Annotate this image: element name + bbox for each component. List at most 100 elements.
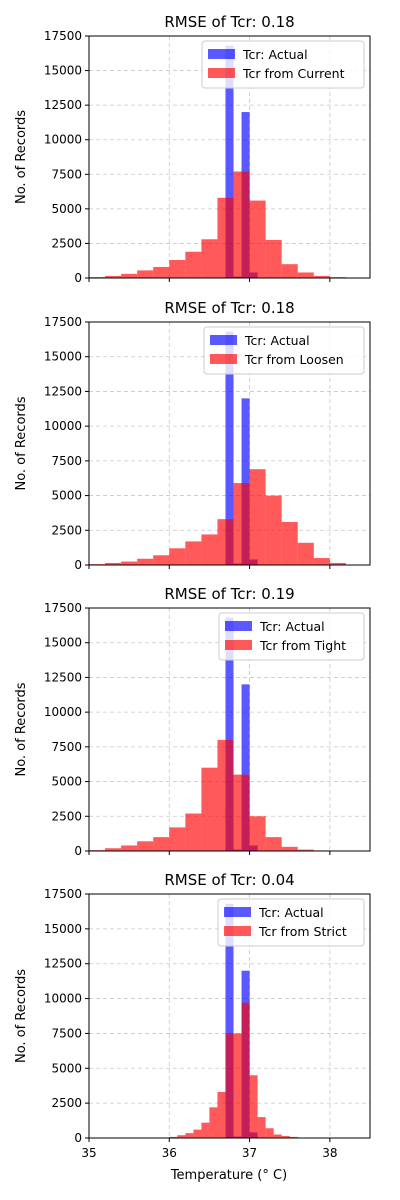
y-tick-label: 17500 bbox=[44, 887, 82, 901]
y-tick-label: 7500 bbox=[51, 1026, 82, 1040]
histogram-bar bbox=[233, 1033, 242, 1138]
y-axis-label: No. of Records bbox=[14, 110, 29, 204]
histogram-bar bbox=[273, 1134, 282, 1138]
legend-swatch bbox=[210, 335, 237, 345]
histogram-bar bbox=[249, 1075, 258, 1138]
histogram-bar bbox=[137, 270, 154, 278]
legend-entry: Tcr: Actual bbox=[258, 905, 324, 920]
subplot-1: 0 2500 5000 7500 10000 12500 15000 17500 RMSE of… bbox=[14, 13, 371, 285]
y-tick-label: 7500 bbox=[51, 740, 82, 754]
y-tick-labels: 0 2500 5000 7500 10000 12500 15000 17500 bbox=[44, 315, 89, 572]
y-tick-label: 12500 bbox=[44, 384, 82, 398]
y-tick-label: 10000 bbox=[44, 419, 82, 433]
y-tick-label: 7500 bbox=[51, 454, 82, 468]
y-tick-label: 10000 bbox=[44, 133, 82, 147]
legend: Tcr: Actual Tcr from Strict bbox=[217, 898, 365, 947]
subplot-3: 0 2500 5000 7500 10000 12500 15000 17500 RMSE of… bbox=[14, 585, 371, 858]
histogram-bar bbox=[185, 1133, 194, 1138]
chart-title: RMSE of Tcr: 0.18 bbox=[164, 13, 294, 31]
histogram-bar bbox=[233, 171, 250, 278]
y-tick-label: 12500 bbox=[44, 670, 82, 684]
histogram-bar bbox=[297, 542, 314, 565]
y-tick-label: 12500 bbox=[44, 957, 82, 971]
histogram-bar bbox=[329, 562, 346, 565]
y-tick-label: 15000 bbox=[44, 636, 82, 650]
histogram-bar bbox=[201, 239, 218, 278]
histogram-bar bbox=[201, 534, 218, 565]
legend-entry: Tcr from Strict bbox=[258, 924, 347, 939]
histogram-bar bbox=[121, 561, 138, 565]
y-tick-label: 0 bbox=[74, 844, 82, 858]
histogram-bar bbox=[257, 1117, 266, 1138]
legend: Tcr: Actual Tcr from Loosen bbox=[203, 326, 365, 375]
y-tick-label: 10000 bbox=[44, 992, 82, 1006]
y-tick-label: 2500 bbox=[51, 809, 82, 823]
histogram-bar bbox=[177, 1135, 186, 1138]
y-axis-label: No. of Records bbox=[14, 682, 29, 776]
y-axis-label: No. of Records bbox=[14, 969, 29, 1063]
subplot-2: 0 2500 5000 7500 10000 12500 15000 17500 RMSE of… bbox=[14, 299, 371, 572]
histogram-bar bbox=[241, 398, 250, 565]
histogram-bar bbox=[225, 331, 234, 565]
histogram-bar bbox=[137, 558, 154, 565]
histogram-bar bbox=[225, 617, 234, 851]
legend-entry: Tcr: Actual bbox=[244, 333, 310, 348]
y-tick-labels: 0 2500 5000 7500 10000 12500 15000 17500 bbox=[44, 29, 89, 285]
histogram-bar bbox=[105, 275, 122, 278]
axes-frame bbox=[88, 35, 371, 279]
y-tick-label: 17500 bbox=[44, 29, 82, 43]
histogram-bar bbox=[169, 548, 186, 565]
legend-swatch bbox=[224, 926, 251, 936]
x-tick-labels: 35 36 37 38 bbox=[81, 1138, 337, 1160]
y-tick-label: 12500 bbox=[44, 98, 82, 112]
x-axis-label: Temperature (° C) bbox=[170, 1168, 287, 1183]
histogram-bar bbox=[217, 1091, 226, 1138]
histogram-bar bbox=[297, 272, 314, 278]
histogram-bar bbox=[225, 1033, 234, 1138]
y-axis-label: No. of Records bbox=[14, 396, 29, 490]
y-tick-labels: 0 2500 5000 7500 10000 12500 15000 17500 bbox=[44, 601, 89, 858]
histogram-bar bbox=[281, 264, 298, 278]
y-tick-label: 5000 bbox=[51, 489, 82, 503]
axes-frame bbox=[88, 893, 371, 1139]
y-tick-label: 17500 bbox=[44, 315, 82, 329]
legend: Tcr: Actual Tcr from Tight bbox=[218, 612, 365, 661]
histogram-bar bbox=[241, 1002, 250, 1138]
legend-swatch bbox=[208, 49, 235, 59]
histogram-bar bbox=[265, 1128, 274, 1138]
histogram-bar bbox=[201, 767, 218, 851]
histogram-bar bbox=[217, 519, 234, 565]
histogram-bar bbox=[185, 251, 202, 278]
y-tick-label: 2500 bbox=[51, 236, 82, 250]
histogram-bar bbox=[169, 827, 186, 851]
y-tick-label: 0 bbox=[74, 271, 82, 285]
chart-title: RMSE of Tcr: 0.19 bbox=[164, 585, 294, 603]
histogram-bar bbox=[249, 816, 266, 851]
histogram-bar bbox=[137, 841, 154, 851]
x-tick-label: 35 bbox=[81, 1146, 96, 1160]
histogram-bar bbox=[233, 483, 250, 565]
histogram-bar bbox=[153, 555, 170, 565]
x-tick-label: 36 bbox=[162, 1146, 177, 1160]
y-tick-label: 0 bbox=[74, 1131, 82, 1145]
histogram-bar bbox=[265, 239, 282, 278]
legend-box bbox=[201, 40, 365, 89]
histogram-bar bbox=[241, 684, 250, 851]
histogram-bar bbox=[225, 45, 234, 279]
series-predicted bbox=[89, 469, 346, 565]
histogram-bar bbox=[265, 837, 282, 851]
series-predicted bbox=[89, 739, 330, 851]
x-tick-labels bbox=[88, 278, 331, 282]
histogram-bar bbox=[121, 845, 138, 851]
legend-box bbox=[218, 612, 365, 661]
histogram-bar bbox=[249, 200, 266, 278]
chart-title: RMSE of Tcr: 0.18 bbox=[164, 299, 294, 317]
histogram-bar bbox=[153, 837, 170, 851]
histogram-bar bbox=[289, 1136, 298, 1138]
series-predicted bbox=[89, 171, 346, 278]
y-tick-label: 5000 bbox=[51, 1061, 82, 1075]
histogram-bar bbox=[281, 521, 298, 565]
x-tick-labels bbox=[88, 851, 331, 855]
